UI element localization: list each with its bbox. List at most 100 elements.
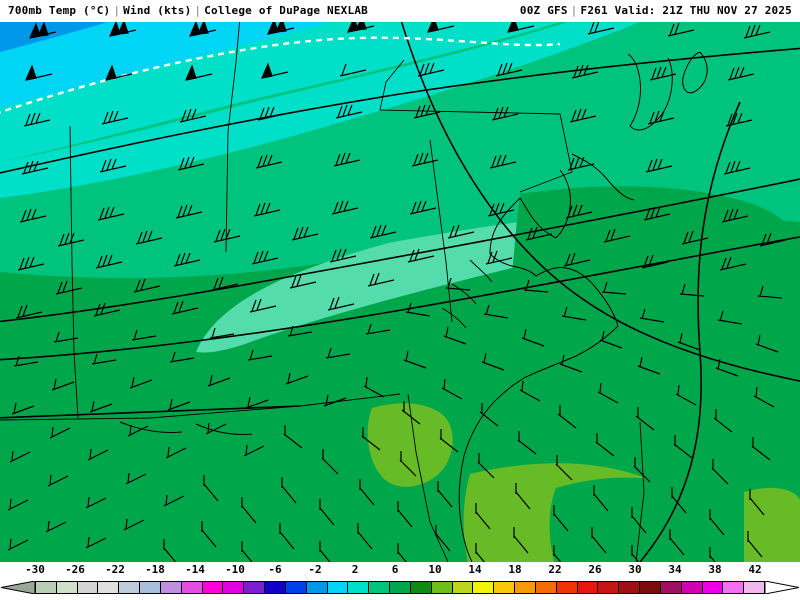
colorbar-tick-14: 14 — [468, 563, 482, 576]
colorbar-tick-10: 10 — [428, 563, 442, 576]
colorbar-tick-30: 30 — [628, 563, 642, 576]
map-canvas[interactable] — [0, 22, 800, 562]
coast-bay-south — [489, 253, 537, 277]
barb-row-8 — [13, 347, 739, 377]
coast-inlet-c — [441, 307, 467, 329]
colorbar-tick-2: 2 — [351, 563, 359, 576]
colorbar-tick-18: 18 — [508, 563, 522, 576]
colorbar-swatch-21 — [473, 582, 495, 593]
colorbar-swatch-11 — [265, 582, 286, 593]
colorbar-swatch-23 — [515, 582, 536, 593]
coast-va-beach — [595, 287, 619, 327]
coastline — [119, 51, 708, 562]
isotherm-6 — [0, 405, 301, 419]
colorbar-swatch-7 — [181, 582, 203, 593]
colorbar-tick--22: -22 — [105, 563, 125, 576]
coast-bay-west-2 — [519, 197, 557, 239]
colorbar: -30 -26 -22 -18 -14 -10 -6 -2 2 6 10 14 18 22 26 30 34 38… — [0, 562, 800, 600]
fill-band-18c-bottom — [549, 477, 709, 562]
colorbar-swatch-33 — [723, 582, 745, 593]
border-pa-upper — [379, 59, 405, 111]
border-carolina — [407, 393, 449, 562]
colorbar-swatch-17 — [390, 582, 411, 593]
colorbar-swatch-2 — [77, 582, 99, 593]
colorbar-swatch-5 — [140, 582, 161, 593]
colorbar-tick--18: -18 — [145, 563, 165, 576]
colorbar-tick-26: 26 — [588, 563, 602, 576]
colorbar-swatch-19 — [431, 582, 453, 593]
barb-row-1 — [28, 22, 771, 39]
colorbar-swatch-18 — [410, 582, 432, 593]
barb-row-10 — [9, 444, 729, 485]
coast-delmarva-north — [627, 53, 641, 127]
colorbar-swatch-34 — [744, 582, 764, 593]
wind-barb-field — [7, 22, 787, 562]
barb-row-12 — [7, 536, 716, 562]
colorbar-tick-38: 38 — [708, 563, 722, 576]
isotherm-4 — [400, 22, 800, 382]
barb-row-5 — [19, 200, 749, 223]
border-south-horizontal — [0, 393, 401, 421]
coast-inlet-b — [451, 283, 477, 305]
colorbar-tick-34: 34 — [668, 563, 682, 576]
barb-row-4 — [21, 152, 751, 175]
fill-band-22c-corner — [744, 487, 800, 562]
header-right-title: 00Z GFS | F261 Valid: 21Z THU NOV 27 2025 — [520, 4, 792, 17]
header-separator-3: | — [570, 4, 578, 17]
colorbar-tick--26: -26 — [65, 563, 85, 576]
colorbar-swatch-22 — [494, 582, 516, 593]
colorbar-swatch-32 — [702, 582, 724, 593]
colorbar-swatches — [35, 581, 765, 594]
barb-row-7 — [15, 296, 743, 325]
colorbar-swatch-31 — [681, 582, 703, 593]
map-svg — [0, 22, 800, 562]
colorbar-swatch-0 — [36, 582, 57, 593]
colorbar-swatch-3 — [98, 582, 120, 593]
border-west-vertical — [225, 22, 241, 253]
colorbar-swatch-15 — [348, 582, 370, 593]
colorbar-tick-22: 22 — [548, 563, 562, 576]
coast-obx-south — [458, 455, 473, 562]
colorbar-tick-labels: -30 -26 -22 -18 -14 -10 -6 -2 2 6 10 14 18 22 26 30 34 38… — [0, 562, 800, 578]
colorbar-swatch-30 — [660, 582, 682, 593]
coast-obx-north — [523, 325, 619, 379]
isotherm-1 — [0, 47, 800, 174]
isotherm-5 — [639, 101, 741, 562]
colorbar-swatch-28 — [619, 582, 641, 593]
header-separator-1: | — [113, 4, 121, 17]
colorbar-tick--14: -14 — [185, 563, 205, 576]
coast-gulf-b — [195, 423, 253, 435]
colorbar-swatch-20 — [452, 582, 474, 593]
colorbar-swatch-1 — [56, 582, 78, 593]
colorbar-tick--30: -30 — [25, 563, 45, 576]
barb-row-3 — [23, 104, 753, 127]
colorbar-extend-low-arrow — [1, 581, 35, 594]
colorbar-tick--10: -10 — [225, 563, 245, 576]
valid-time-label: F261 Valid: 21Z THU NOV 27 2025 — [580, 4, 792, 17]
state-borders — [0, 22, 645, 562]
coast-inlet-a — [469, 259, 493, 283]
source-label: College of DuPage NEXLAB — [204, 4, 368, 17]
border-far-west — [69, 125, 79, 419]
header-separator-2: | — [194, 4, 202, 17]
border-pa-ny — [379, 109, 573, 193]
colorbar-swatch-9 — [223, 582, 245, 593]
fill-band-22c-patch — [367, 403, 453, 487]
colorbar-swatch-27 — [598, 582, 620, 593]
coast-obx-mid — [463, 377, 525, 457]
isotherm-2 — [0, 178, 800, 323]
barb-row-2 — [24, 62, 755, 81]
colorbar-swatch-14 — [327, 582, 349, 593]
freezing-line — [0, 36, 561, 114]
fill-band-18c-core — [557, 221, 800, 503]
model-label: 00Z GFS — [519, 4, 568, 17]
colorbar-tick-6: 6 — [391, 563, 399, 576]
barb-row-interleaved — [45, 224, 787, 558]
coast-bay-west-1 — [555, 169, 571, 239]
colorbar-swatch-24 — [535, 582, 557, 593]
isotherm-3 — [0, 236, 800, 361]
colorbar-swatch-6 — [160, 582, 182, 593]
coast-long-island — [682, 51, 708, 94]
fill-band-6c-ext — [0, 22, 640, 198]
